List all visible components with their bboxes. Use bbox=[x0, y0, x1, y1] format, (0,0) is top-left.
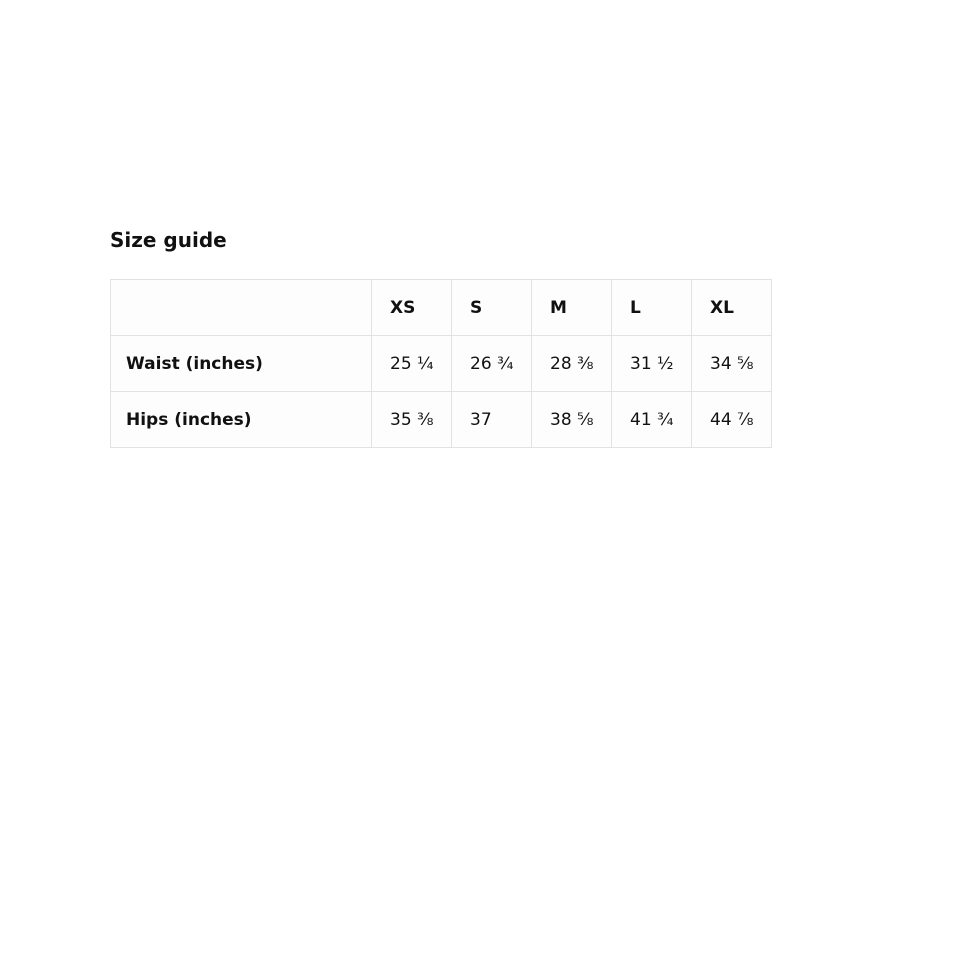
hips-value-l: 41 ¾ bbox=[611, 391, 692, 448]
hips-value-xs: 35 ⅜ bbox=[371, 391, 452, 448]
header-row: XS S M L XL bbox=[110, 279, 772, 336]
hips-value-xl: 44 ⅞ bbox=[691, 391, 772, 448]
hips-value-m: 38 ⅝ bbox=[531, 391, 612, 448]
header-cell-blank bbox=[110, 279, 372, 336]
waist-value-s: 26 ¾ bbox=[451, 335, 532, 392]
waist-value-xl: 34 ⅝ bbox=[691, 335, 772, 392]
size-guide-section: Size guide XS S M L XL Waist (inches) 25… bbox=[110, 228, 810, 448]
row-label-waist: Waist (inches) bbox=[110, 335, 372, 392]
size-table-body: Waist (inches) 25 ¼ 26 ¾ 28 ⅜ 31 ½ 34 ⅝ … bbox=[110, 335, 772, 448]
table-row-waist: Waist (inches) 25 ¼ 26 ¾ 28 ⅜ 31 ½ 34 ⅝ bbox=[110, 335, 772, 392]
header-cell-xs: XS bbox=[371, 279, 452, 336]
table-row-hips: Hips (inches) 35 ⅜ 37 38 ⅝ 41 ¾ 44 ⅞ bbox=[110, 391, 772, 448]
size-table-header: XS S M L XL bbox=[110, 279, 772, 336]
waist-value-l: 31 ½ bbox=[611, 335, 692, 392]
size-guide-table: XS S M L XL Waist (inches) 25 ¼ 26 ¾ 28 … bbox=[110, 279, 772, 448]
waist-value-xs: 25 ¼ bbox=[371, 335, 452, 392]
row-label-hips: Hips (inches) bbox=[110, 391, 372, 448]
size-guide-title: Size guide bbox=[110, 228, 227, 252]
hips-value-s: 37 bbox=[451, 391, 532, 448]
header-cell-m: M bbox=[531, 279, 612, 336]
waist-value-m: 28 ⅜ bbox=[531, 335, 612, 392]
header-cell-l: L bbox=[611, 279, 692, 336]
header-cell-xl: XL bbox=[691, 279, 772, 336]
header-cell-s: S bbox=[451, 279, 532, 336]
